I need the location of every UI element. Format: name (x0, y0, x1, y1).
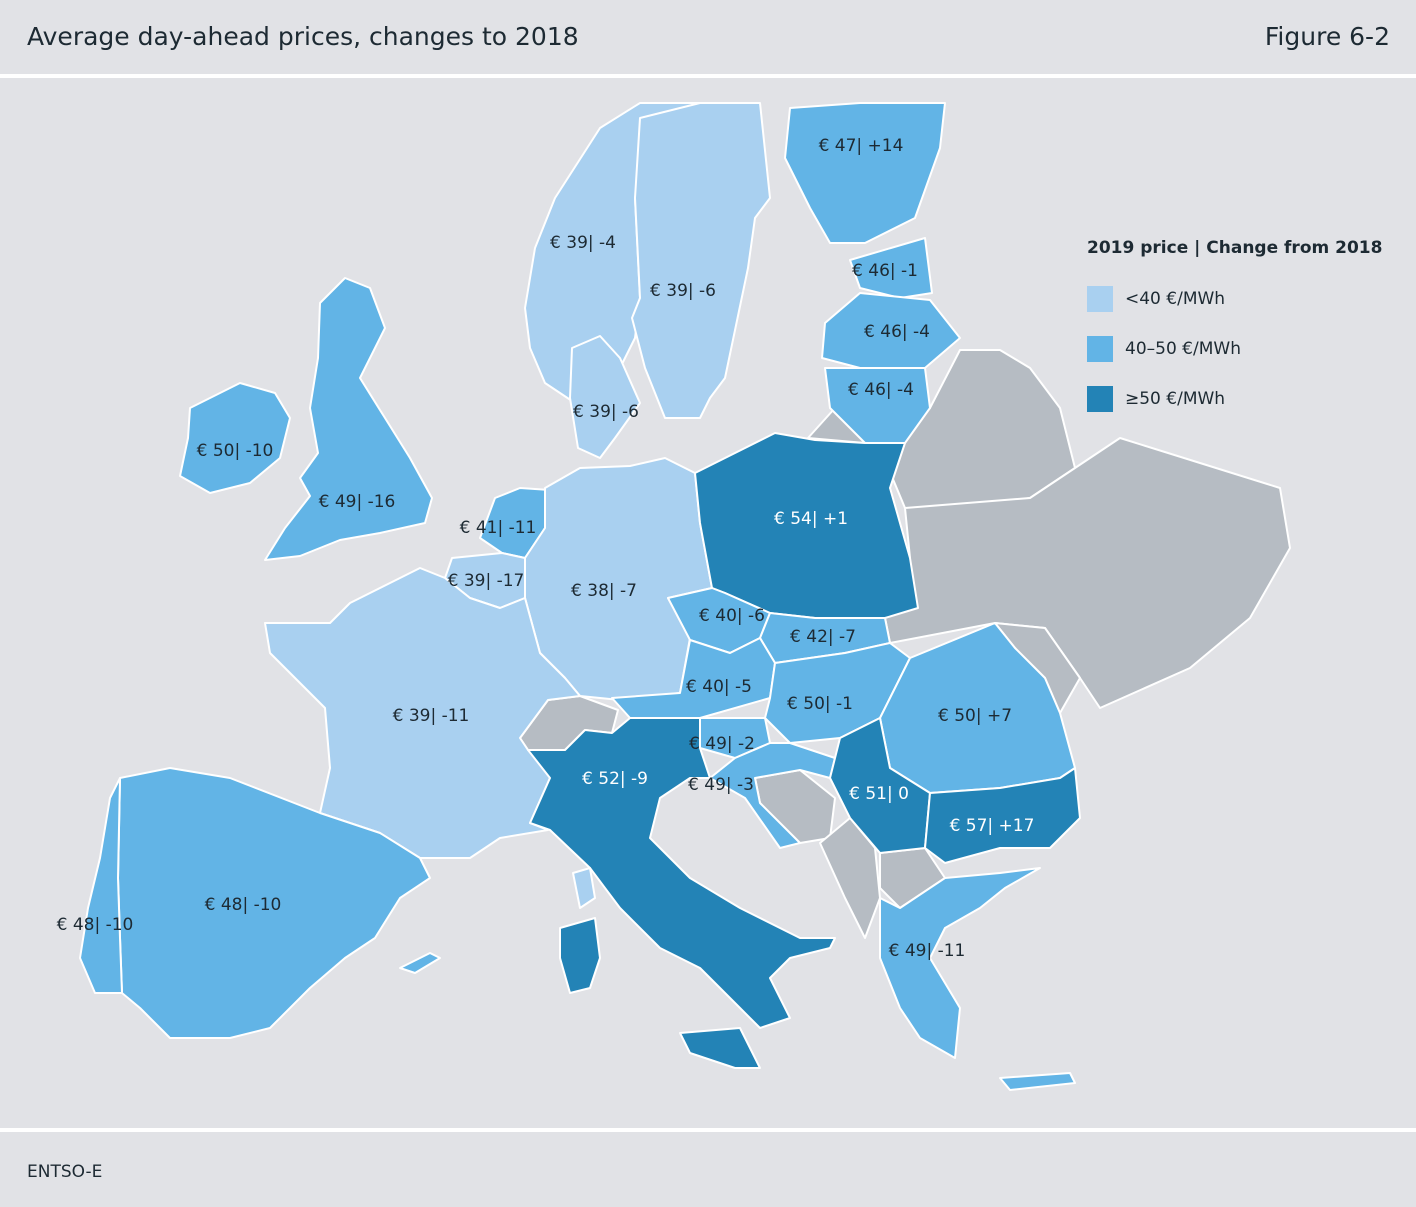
bulgaria-region (924, 767, 1081, 864)
legend-label-low: <40 €/MWh (1125, 289, 1226, 309)
hungary-price-label: € 50| -1 (787, 694, 853, 714)
legend-swatch-high (1087, 386, 1113, 412)
header: Average day-ahead prices, changes to 201… (0, 0, 1416, 78)
finland-price-label: € 47| +14 (819, 136, 904, 156)
map-area: € 39| -4 € 39| -6 € 47| +14 € 46| -1 € 46| -… (0, 78, 1416, 1128)
legend-item-low: <40 €/MWh (1087, 286, 1382, 312)
finland-region (784, 102, 946, 244)
bulgaria-price-label: € 57| +17 (950, 816, 1035, 836)
greece-price-label: € 49| -11 (889, 941, 966, 961)
czechia-price-label: € 40| -6 (699, 606, 765, 626)
legend-label-mid: 40–50 €/MWh (1125, 339, 1241, 359)
italy-price-label: € 52| -9 (582, 769, 648, 789)
belgium-price-label: € 39| -17 (448, 571, 525, 591)
legend-item-mid: 40–50 €/MWh (1087, 336, 1382, 362)
slovakia-price-label: € 42| -7 (790, 627, 856, 647)
price-labels: € 39| -4 € 39| -6 € 47| +14 € 46| -1 € 46| -… (57, 136, 1035, 961)
austria-price-label: € 40| -5 (686, 677, 752, 697)
legend-swatch-mid (1087, 336, 1113, 362)
croatia-region (709, 742, 836, 849)
latvia-price-label: € 46| -4 (864, 322, 930, 342)
germany-region (524, 457, 713, 701)
norway-price-label: € 39| -4 (550, 233, 616, 253)
europe-map: € 39| -4 € 39| -6 € 47| +14 € 46| -1 € 46| -… (57, 102, 1291, 1091)
germany-price-label: € 38| -7 (571, 581, 637, 601)
sweden-region (631, 102, 771, 419)
figure-number: Figure 6-2 (1264, 22, 1390, 51)
estonia-region (849, 237, 933, 299)
legend-swatch-low (1087, 286, 1113, 312)
source-credit: ENTSO-E (27, 1162, 103, 1182)
great-britain-region (264, 277, 433, 561)
denmark-price-label: € 39| -6 (573, 402, 639, 422)
bosnia-region (754, 769, 836, 844)
latvia-region (821, 292, 961, 369)
slovenia-price-label: € 49| -2 (689, 734, 755, 754)
denmark-region (569, 335, 641, 459)
footer: ENTSO-E (0, 1128, 1416, 1207)
portugal-price-label: € 48| -10 (57, 915, 134, 935)
sardinia-region (559, 917, 601, 994)
estonia-price-label: € 46| -1 (852, 261, 918, 281)
sweden-price-label: € 39| -6 (650, 281, 716, 301)
great-britain-price-label: € 49| -16 (319, 492, 396, 512)
italy-region (527, 717, 836, 1029)
legend-title: 2019 price | Change from 2018 (1087, 238, 1383, 258)
netherlands-price-label: € 41| -11 (460, 518, 537, 538)
france-price-label: € 39| -11 (393, 706, 470, 726)
poland-price-label: € 54| +1 (774, 509, 848, 529)
corsica-region (572, 867, 596, 909)
legend-label-high: ≥50 €/MWh (1125, 389, 1226, 409)
spain-price-label: € 48| -10 (205, 895, 282, 915)
croatia-price-label: € 49| -3 (688, 775, 754, 795)
crete-region (999, 1072, 1076, 1091)
ireland-region (179, 382, 291, 494)
legend: 2019 price | Change from 2018 <40 €/MWh … (1087, 238, 1382, 436)
portugal-region (79, 777, 123, 994)
sicily-region (679, 1027, 761, 1069)
greece-region (879, 867, 1041, 1059)
lithuania-price-label: € 46| -4 (848, 380, 914, 400)
balearic-region (399, 952, 441, 974)
map-title: Average day-ahead prices, changes to 201… (27, 22, 579, 51)
serbia-price-label: € 51| 0 (849, 784, 909, 804)
ireland-price-label: € 50| -10 (197, 441, 274, 461)
france-region (264, 567, 581, 859)
legend-item-high: ≥50 €/MWh (1087, 386, 1382, 412)
lithuania-region (824, 367, 931, 444)
romania-price-label: € 50| +7 (938, 706, 1012, 726)
